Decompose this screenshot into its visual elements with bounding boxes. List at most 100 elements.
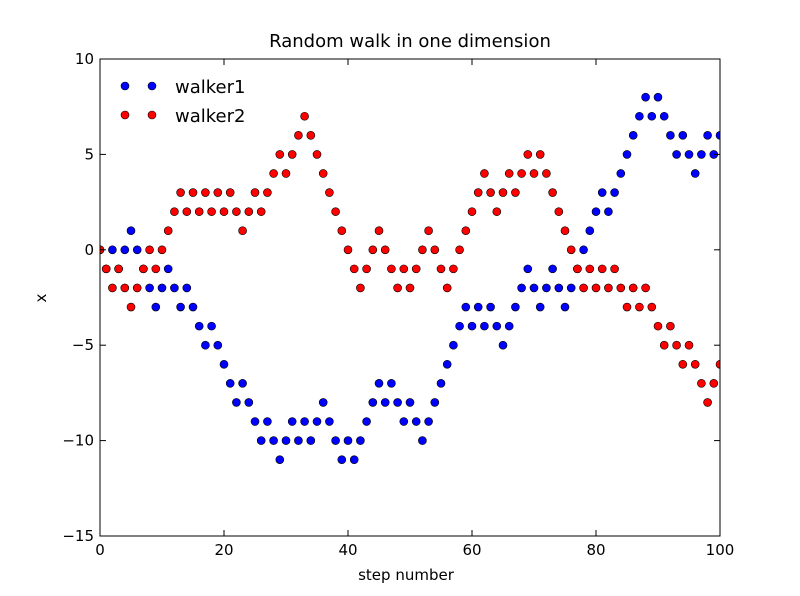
point bbox=[269, 436, 278, 445]
point bbox=[312, 417, 322, 426]
point bbox=[641, 283, 650, 293]
point bbox=[672, 340, 681, 350]
point bbox=[312, 150, 322, 159]
point bbox=[628, 283, 638, 293]
point bbox=[176, 302, 185, 312]
point bbox=[244, 207, 254, 216]
legend-marker bbox=[147, 110, 157, 120]
point bbox=[467, 321, 477, 331]
point bbox=[442, 359, 452, 369]
point bbox=[684, 150, 694, 159]
x-tick-label: 100 bbox=[706, 541, 735, 559]
point bbox=[616, 169, 626, 178]
point bbox=[697, 150, 706, 159]
x-tick-label: 0 bbox=[95, 541, 105, 559]
point bbox=[368, 245, 378, 255]
point bbox=[349, 264, 359, 274]
point bbox=[430, 398, 440, 407]
y-tick-label: −10 bbox=[62, 432, 94, 450]
point bbox=[287, 150, 297, 159]
y-tick-label: 5 bbox=[84, 145, 94, 163]
point bbox=[486, 302, 495, 312]
point bbox=[281, 436, 291, 445]
point bbox=[157, 283, 167, 293]
point bbox=[294, 436, 303, 445]
point bbox=[201, 340, 210, 350]
point bbox=[604, 283, 613, 293]
point bbox=[473, 188, 483, 197]
point bbox=[114, 264, 123, 274]
point bbox=[566, 245, 576, 255]
point bbox=[548, 264, 557, 274]
point bbox=[238, 379, 247, 388]
point bbox=[188, 188, 198, 197]
point bbox=[492, 321, 502, 331]
point bbox=[480, 169, 489, 178]
point bbox=[374, 226, 384, 236]
point bbox=[182, 283, 192, 293]
point bbox=[244, 398, 254, 407]
point bbox=[281, 169, 291, 178]
point bbox=[411, 417, 421, 426]
point bbox=[690, 169, 700, 178]
point bbox=[380, 398, 390, 407]
point bbox=[610, 188, 619, 197]
point bbox=[436, 379, 446, 388]
point bbox=[566, 283, 576, 293]
point bbox=[151, 302, 161, 312]
point bbox=[275, 150, 285, 159]
point bbox=[145, 245, 154, 255]
point bbox=[659, 111, 669, 121]
point bbox=[374, 379, 384, 388]
point bbox=[325, 188, 334, 197]
point bbox=[194, 321, 204, 331]
point bbox=[238, 226, 247, 236]
point bbox=[225, 379, 235, 388]
point bbox=[430, 245, 440, 255]
point bbox=[387, 264, 396, 274]
point bbox=[560, 226, 570, 236]
point bbox=[287, 417, 297, 426]
point bbox=[523, 264, 533, 274]
point bbox=[715, 131, 720, 140]
point bbox=[126, 226, 136, 236]
point bbox=[585, 226, 595, 236]
point bbox=[418, 436, 427, 445]
point bbox=[666, 131, 675, 140]
point bbox=[529, 283, 539, 293]
point bbox=[703, 398, 712, 407]
point bbox=[356, 436, 365, 445]
axes-frame bbox=[99, 58, 721, 537]
point bbox=[672, 150, 681, 159]
point bbox=[232, 398, 241, 407]
point bbox=[678, 131, 688, 140]
point bbox=[635, 111, 644, 121]
point bbox=[616, 283, 626, 293]
point bbox=[263, 188, 272, 197]
point bbox=[690, 359, 700, 369]
point bbox=[554, 207, 564, 216]
point bbox=[647, 302, 657, 312]
point bbox=[449, 340, 458, 350]
point bbox=[213, 340, 223, 350]
point bbox=[170, 283, 179, 293]
point bbox=[163, 264, 173, 274]
point bbox=[368, 398, 378, 407]
point bbox=[207, 207, 216, 216]
point bbox=[275, 455, 285, 464]
point bbox=[170, 207, 179, 216]
point bbox=[201, 188, 210, 197]
point bbox=[157, 245, 167, 255]
point bbox=[560, 302, 570, 312]
plot-area bbox=[100, 92, 720, 464]
point bbox=[362, 417, 371, 426]
point bbox=[380, 245, 390, 255]
point bbox=[504, 169, 514, 178]
point bbox=[343, 245, 353, 255]
point bbox=[709, 379, 719, 388]
point bbox=[529, 169, 539, 178]
y-tick-label: −5 bbox=[72, 336, 94, 354]
point bbox=[393, 283, 402, 293]
y-axis-label: x bbox=[32, 293, 50, 302]
point bbox=[486, 188, 495, 197]
